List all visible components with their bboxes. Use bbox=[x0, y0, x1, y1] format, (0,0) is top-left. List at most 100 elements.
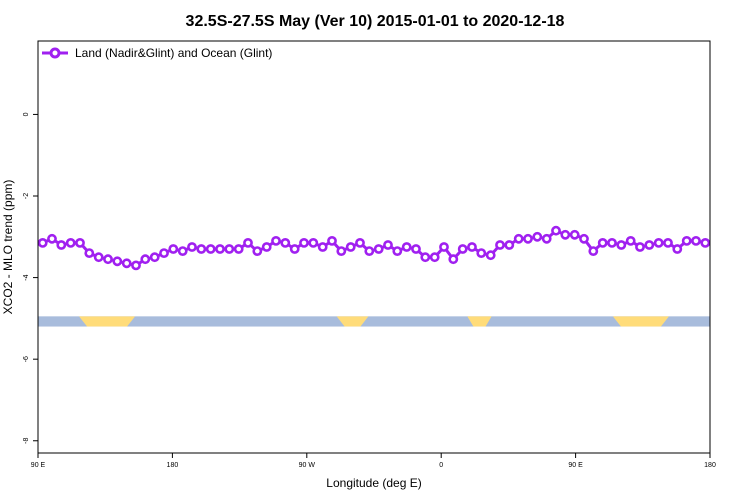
data-point bbox=[495, 240, 505, 250]
data-point bbox=[75, 237, 85, 248]
data-point bbox=[635, 242, 645, 252]
data-point bbox=[439, 242, 449, 252]
data-point bbox=[560, 229, 571, 240]
data-point bbox=[373, 244, 384, 254]
x-tick-label: 90 E bbox=[568, 462, 583, 469]
x-tick-label: 180 bbox=[167, 462, 179, 469]
data-point bbox=[299, 237, 309, 248]
data-point bbox=[616, 240, 627, 250]
data-point bbox=[551, 225, 561, 236]
data-point bbox=[672, 244, 683, 254]
x-tick-label: 90 E bbox=[31, 462, 46, 469]
data-point bbox=[308, 237, 319, 248]
data-point bbox=[653, 237, 664, 248]
data-point bbox=[56, 240, 67, 250]
land-segment-2 bbox=[336, 316, 369, 327]
data-point bbox=[215, 244, 225, 254]
y-tick-label: -4 bbox=[23, 274, 30, 280]
data-point bbox=[401, 242, 412, 252]
data-point bbox=[271, 235, 281, 246]
data-point bbox=[607, 237, 617, 248]
data-point bbox=[84, 248, 95, 258]
data-point bbox=[103, 254, 113, 265]
data-point bbox=[448, 254, 459, 265]
data-point bbox=[261, 242, 272, 252]
data-point bbox=[523, 233, 533, 244]
data-point bbox=[37, 237, 48, 248]
y-tick-label: -2 bbox=[23, 193, 30, 199]
data-point bbox=[336, 246, 347, 256]
y-tick-label: -8 bbox=[23, 438, 30, 444]
land-ocean-band bbox=[38, 316, 710, 327]
land-segment-4 bbox=[612, 316, 669, 327]
data-point bbox=[429, 252, 440, 263]
data-point bbox=[159, 248, 169, 258]
data-point bbox=[93, 252, 104, 263]
data-point bbox=[457, 244, 468, 254]
data-point bbox=[541, 233, 552, 244]
y-tick-label: -6 bbox=[23, 356, 30, 362]
legend-marker bbox=[49, 47, 61, 59]
data-point bbox=[532, 231, 543, 242]
y-axis: 0 -2 -4 -6 -8 bbox=[23, 112, 38, 444]
data-point bbox=[569, 229, 580, 240]
ocean-band bbox=[38, 316, 710, 327]
data-point bbox=[485, 250, 496, 261]
data-point bbox=[131, 260, 141, 271]
data-point bbox=[476, 248, 487, 258]
x-tick-label: 180 bbox=[704, 462, 716, 469]
plot-frame bbox=[37, 40, 711, 454]
land-segment-1 bbox=[79, 316, 136, 327]
y-axis-label: XCO2 - MLO trend (ppm) bbox=[1, 180, 15, 315]
data-point bbox=[392, 246, 403, 256]
data-point bbox=[187, 242, 197, 252]
data-point bbox=[345, 242, 356, 252]
data-point bbox=[112, 256, 123, 267]
legend: Land (Nadir&Glint) and Ocean (Glint) bbox=[42, 46, 272, 60]
data-point bbox=[252, 246, 263, 256]
land-segment-3 bbox=[467, 316, 492, 327]
data-point bbox=[140, 254, 151, 265]
data-point bbox=[65, 237, 76, 248]
data-point bbox=[663, 237, 673, 248]
data-point bbox=[233, 244, 244, 254]
data-point bbox=[317, 242, 328, 252]
data-point bbox=[364, 246, 375, 256]
data-point bbox=[243, 237, 253, 248]
data-point bbox=[597, 237, 608, 248]
data-point bbox=[280, 237, 291, 248]
y-tick-label: 0 bbox=[23, 112, 30, 116]
legend-label: Land (Nadir&Glint) and Ocean (Glint) bbox=[75, 46, 272, 60]
data-point bbox=[579, 233, 589, 244]
data-point bbox=[411, 244, 421, 254]
data-point bbox=[121, 258, 132, 269]
data-point bbox=[691, 235, 701, 246]
data-point bbox=[383, 240, 393, 250]
data-point bbox=[504, 240, 515, 250]
x-tick-label: 0 bbox=[439, 462, 443, 469]
data-point bbox=[168, 244, 179, 254]
x-axis-label: Longitude (deg E) bbox=[326, 476, 421, 490]
data-point bbox=[327, 235, 337, 246]
x-axis: 90 E 180 90 W 0 90 E 180 bbox=[31, 453, 716, 469]
data-point bbox=[681, 235, 692, 246]
series-layer bbox=[37, 225, 711, 271]
data-point bbox=[644, 240, 655, 250]
data-point bbox=[625, 235, 636, 246]
data-point bbox=[149, 252, 160, 263]
data-point bbox=[513, 233, 524, 244]
x-tick-label: 90 W bbox=[299, 462, 316, 469]
data-point bbox=[355, 237, 365, 248]
data-point bbox=[177, 246, 188, 256]
data-point bbox=[224, 244, 235, 254]
data-point bbox=[420, 252, 431, 263]
data-point bbox=[205, 244, 216, 254]
data-point bbox=[289, 244, 300, 254]
data-point bbox=[700, 237, 711, 248]
data-point bbox=[47, 233, 57, 244]
data-point bbox=[196, 244, 207, 254]
data-point bbox=[588, 246, 599, 256]
data-point bbox=[467, 242, 477, 252]
chart-title: 32.5S-27.5S May (Ver 10) 2015-01-01 to 2… bbox=[186, 13, 565, 30]
